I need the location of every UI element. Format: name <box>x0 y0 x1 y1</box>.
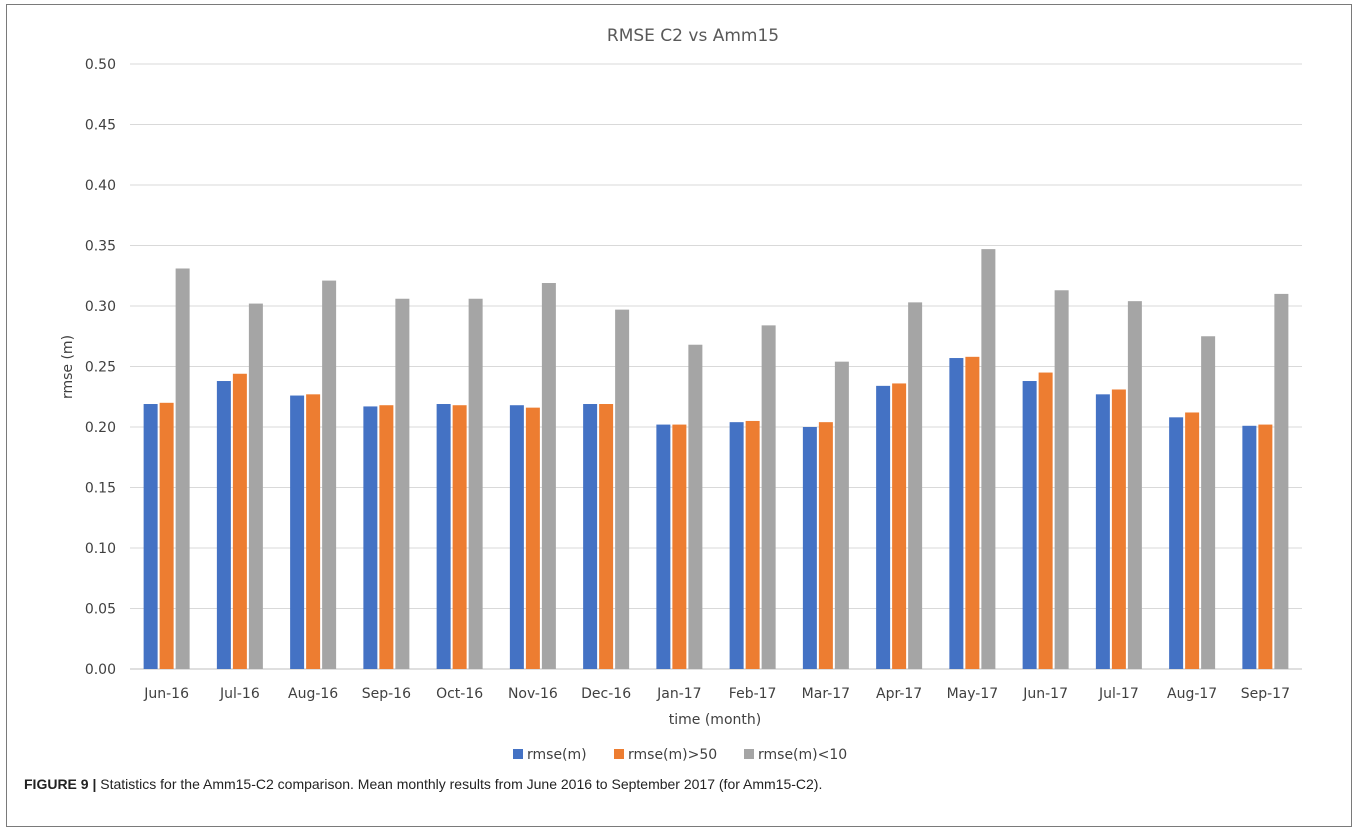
chart-title: RMSE C2 vs Amm15 <box>607 26 779 46</box>
x-tick-label: Apr-17 <box>876 686 922 702</box>
bar-rmse(m) <box>1169 417 1184 669</box>
legend: rmse(m) rmse(m)>50 rmse(m)<10 <box>513 747 847 763</box>
bar-rmse(m) <box>729 422 744 669</box>
x-tick-label: Oct-16 <box>436 686 483 702</box>
y-tick-label: 0.35 <box>85 239 116 255</box>
bar-rmse(m)>50 <box>892 383 907 669</box>
x-tick-label: Jul-17 <box>1098 686 1139 702</box>
y-tick-label: 0.10 <box>85 541 116 557</box>
bar-rmse(m)>50 <box>379 405 394 669</box>
y-tick-labels: 0.00 0.05 0.10 0.15 0.20 0.25 0.30 0.35 0.40 0.45… <box>85 57 116 678</box>
gridlines <box>130 63 1302 670</box>
bars <box>143 249 1289 669</box>
bar-rmse(m)>50 <box>232 373 247 669</box>
y-tick-label: 0.00 <box>85 662 116 678</box>
x-tick-label: Aug-17 <box>1167 686 1217 702</box>
bar-rmse(m) <box>1095 394 1110 669</box>
bar-rmse(m) <box>1242 425 1257 669</box>
legend-swatch <box>513 749 523 759</box>
x-tick-label: Dec-16 <box>581 686 631 702</box>
bar-rmse(m)>50 <box>1038 372 1053 669</box>
bar-rmse(m)<10 <box>615 309 630 669</box>
x-tick-label: Sep-17 <box>1241 686 1290 702</box>
y-tick-label: 0.45 <box>85 118 116 134</box>
bar-rmse(m)<10 <box>1201 336 1216 669</box>
bar-rmse(m)>50 <box>159 402 174 669</box>
x-tick-label: Jun-16 <box>143 686 189 702</box>
bar-rmse(m)<10 <box>834 361 849 669</box>
bar-rmse(m) <box>583 404 598 669</box>
legend-label: rmse(m) <box>527 747 587 763</box>
bar-rmse(m) <box>436 404 451 669</box>
legend-swatch <box>614 749 624 759</box>
y-axis-label: rmse (m) <box>60 335 76 399</box>
bar-rmse(m)>50 <box>1111 389 1126 669</box>
bar-rmse(m)>50 <box>965 356 980 669</box>
bar-rmse(m)<10 <box>761 325 776 669</box>
bar-rmse(m) <box>1022 381 1037 669</box>
bar-rmse(m)<10 <box>1127 301 1142 669</box>
bar-rmse(m)<10 <box>175 268 190 669</box>
x-tick-label: Feb-17 <box>729 686 777 702</box>
x-tick-label: Jun-17 <box>1022 686 1068 702</box>
bar-rmse(m)<10 <box>322 280 337 669</box>
bar-rmse(m)<10 <box>981 249 996 669</box>
figure-caption-label: FIGURE 9 | <box>24 776 97 792</box>
bar-rmse(m) <box>656 424 671 669</box>
bar-rmse(m)>50 <box>672 424 687 669</box>
x-tick-label: May-17 <box>947 686 999 702</box>
bar-rmse(m)>50 <box>306 394 321 669</box>
x-tick-label: Sep-16 <box>362 686 411 702</box>
bar-rmse(m) <box>143 404 158 669</box>
x-tick-label: Jan-17 <box>656 686 701 702</box>
bar-rmse(m)>50 <box>599 404 614 669</box>
figure-caption: FIGURE 9 | Statistics for the Amm15-C2 c… <box>24 776 822 792</box>
bar-rmse(m)>50 <box>525 407 540 669</box>
x-tick-labels: Jun-16 Jul-16 Aug-16 Sep-16 Oct-16 Nov-16 Dec-… <box>143 686 1290 702</box>
bar-rmse(m)<10 <box>541 283 556 669</box>
y-tick-label: 0.20 <box>85 420 116 436</box>
bar-rmse(m) <box>290 395 305 669</box>
bar-rmse(m)<10 <box>395 298 410 669</box>
bar-rmse(m)>50 <box>1185 412 1200 669</box>
x-tick-label: Mar-17 <box>802 686 850 702</box>
x-tick-label: Nov-16 <box>508 686 558 702</box>
x-axis-label: time (month) <box>669 712 761 728</box>
y-tick-label: 0.40 <box>85 178 116 194</box>
y-tick-label: 0.05 <box>85 602 116 618</box>
y-tick-label: 0.30 <box>85 299 116 315</box>
x-tick-label: Jul-16 <box>219 686 260 702</box>
bar-rmse(m) <box>509 405 524 669</box>
x-tick-label: Aug-16 <box>288 686 338 702</box>
legend-label: rmse(m)<10 <box>758 747 847 763</box>
y-tick-label: 0.25 <box>85 360 116 376</box>
bar-rmse(m)<10 <box>1274 293 1289 669</box>
bar-rmse(m)<10 <box>908 302 923 669</box>
bar-rmse(m)>50 <box>452 405 467 669</box>
y-tick-label: 0.15 <box>85 481 116 497</box>
bar-rmse(m)>50 <box>818 422 833 669</box>
bar-rmse(m)<10 <box>468 298 483 669</box>
bar-rmse(m)<10 <box>688 344 703 669</box>
bar-rmse(m)<10 <box>248 303 263 669</box>
bar-rmse(m)>50 <box>1258 424 1273 669</box>
legend-swatch <box>744 749 754 759</box>
bar-rmse(m) <box>949 358 964 669</box>
bar-rmse(m) <box>363 406 378 669</box>
figure-caption-text: Statistics for the Amm15-C2 comparison. … <box>96 776 823 792</box>
bar-rmse(m)>50 <box>745 420 760 669</box>
y-tick-label: 0.50 <box>85 57 116 73</box>
bar-rmse(m)<10 <box>1054 290 1069 669</box>
bar-rmse(m) <box>802 427 817 669</box>
bar-rmse(m) <box>216 381 231 669</box>
bar-rmse(m) <box>876 385 891 669</box>
legend-label: rmse(m)>50 <box>628 747 717 763</box>
